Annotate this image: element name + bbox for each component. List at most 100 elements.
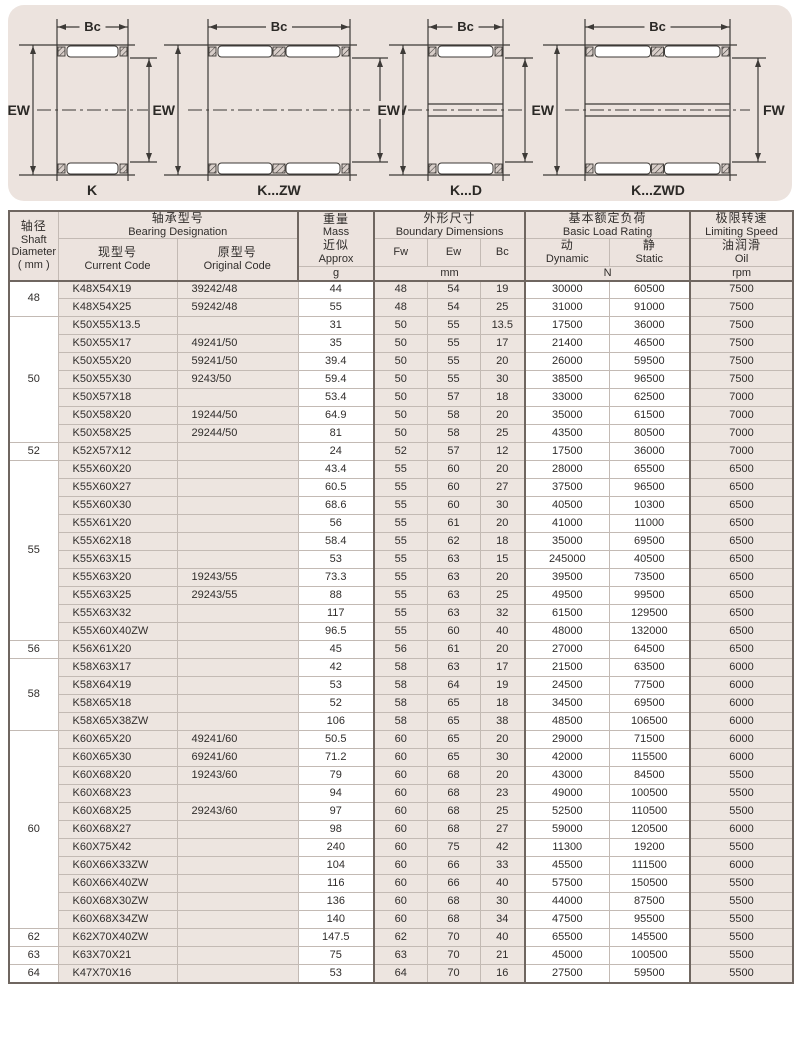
original-code-cell: [176, 676, 299, 696]
dynamic-load-cell: 48000: [524, 622, 610, 642]
original-code-cell: [176, 622, 299, 642]
original-code-cell: [176, 388, 299, 408]
shaft-diameter-value: 60: [8, 730, 59, 930]
shaft-diameter-value: 55: [8, 460, 59, 642]
fw-cell: 50: [373, 370, 428, 390]
mass-cell: 53: [297, 964, 375, 984]
current-code-cell: K55X60X30: [57, 496, 178, 516]
original-code-cell: 29244/50: [176, 424, 299, 444]
limiting-speed-cell: 7500: [689, 370, 795, 390]
ew-cell: 68: [426, 784, 481, 804]
current-code-cell: K55X60X27: [57, 478, 178, 498]
dynamic-load-cell: 17500: [524, 316, 610, 336]
original-code-cell: [176, 478, 299, 498]
current-code-cell: K60X68X34ZW: [57, 910, 178, 930]
header-limiting-speed-line: Limiting Speed: [705, 225, 778, 238]
dynamic-load-cell: 28000: [524, 460, 610, 480]
fw-cell: 60: [373, 784, 428, 804]
header-fw: Fw: [373, 238, 428, 267]
header-dynamic-line: Dynamic: [545, 253, 589, 266]
original-code-cell: [176, 910, 299, 930]
bc-cell: 30: [479, 496, 526, 516]
original-code-cell: [176, 856, 299, 876]
ew-cell: 64: [426, 676, 481, 696]
header-basic-load-rating-line: 基本额定负荷: [568, 211, 647, 225]
header-mass-approx-line: Approx: [318, 252, 354, 265]
ew-cell: 68: [426, 892, 481, 912]
dynamic-load-cell: 30000: [524, 280, 610, 300]
limiting-speed-cell: 7000: [689, 406, 795, 426]
static-load-cell: 132000: [608, 622, 691, 642]
limiting-speed-cell: 7500: [689, 280, 795, 300]
table-row: K55X60X30 68.6 55 60 30 40500 10300 6500: [9, 496, 795, 516]
bc-cell: 20: [479, 352, 526, 372]
limiting-speed-cell: 7000: [689, 388, 795, 408]
limiting-speed-cell: 6500: [689, 586, 795, 606]
header-original-code-line: Original Code: [203, 260, 271, 273]
table-row: K55X63X15 53 55 63 15 245000 40500 6500: [9, 550, 795, 570]
mass-cell: 240: [297, 838, 375, 858]
dynamic-load-cell: 29000: [524, 730, 610, 750]
header-boundary-dimensions: 外形尺寸 Boundary Dimensions: [373, 210, 526, 240]
bc-cell: 40: [479, 874, 526, 894]
current-code-cell: K63X70X21: [57, 946, 178, 966]
table-row: K60X75X42 240 60 75 42 11300 19200 5500: [9, 838, 795, 858]
shaft-diameter-value: 62: [8, 928, 59, 948]
bearing-type-label: K: [87, 182, 97, 198]
header-unit-rpm: rpm: [689, 265, 795, 282]
shaft-group-48: 48 K48X54X19 39242/48 44 48 54 19 30000 60500 750…: [8, 280, 795, 318]
fw-cell: 56: [373, 640, 428, 660]
table-row: K60X68X23 94 60 68 23 49000 100500 5500: [9, 784, 795, 804]
static-load-cell: 77500: [608, 676, 691, 696]
bc-cell: 32: [479, 604, 526, 624]
table-row: K60X68X25 29243/60 97 60 68 25 52500 110500 5500: [9, 802, 795, 822]
bc-cell: 16: [479, 964, 526, 984]
header-mass-approx-line: 近似: [323, 237, 350, 252]
header-bc-line: Bc: [495, 246, 509, 259]
table-row: K60X66X33ZW 104 60 66 33 45500 111500 6000: [9, 856, 795, 876]
fw-cell: 60: [373, 730, 428, 750]
fw-cell: 64: [373, 964, 428, 984]
static-load-cell: 120500: [608, 820, 691, 840]
current-code-cell: K50X55X17: [57, 334, 178, 354]
table-row: 56 K56X61X20 45 56 61 20 27000 64500 6500: [8, 640, 795, 660]
current-code-cell: K60X65X30: [57, 748, 178, 768]
mass-cell: 96.5: [297, 622, 375, 642]
header-bearing-designation: 轴承型号 Bearing Designation: [57, 210, 299, 240]
static-load-cell: 69500: [608, 694, 691, 714]
ew-cell: 63: [426, 568, 481, 588]
ew-cell: 63: [426, 658, 481, 678]
header-oil-line: Oil: [734, 253, 749, 266]
bc-cell: 40: [479, 622, 526, 642]
limiting-speed-cell: 6000: [689, 730, 795, 750]
table-row: K55X63X32 117 55 63 32 61500 129500 6500: [9, 604, 795, 624]
shaft-diameter-value: 50: [8, 316, 59, 444]
mass-cell: 79: [297, 766, 375, 786]
bc-cell: 27: [479, 478, 526, 498]
mass-cell: 60.5: [297, 478, 375, 498]
ew-cell: 63: [426, 550, 481, 570]
limiting-speed-cell: 6000: [689, 712, 795, 732]
fw-cell: 55: [373, 550, 428, 570]
fw-cell: 60: [373, 802, 428, 822]
ew-cell: 65: [426, 712, 481, 732]
dynamic-load-cell: 57500: [524, 874, 610, 894]
table-row: K58X64X19 53 58 64 19 24500 77500 6000: [9, 676, 795, 696]
fw-cell: 55: [373, 622, 428, 642]
bc-cell: 18: [479, 388, 526, 408]
shaft-diameter-value: 56: [8, 640, 59, 660]
fw-cell: 50: [373, 334, 428, 354]
header-unit-n: N: [524, 265, 691, 282]
static-load-cell: 69500: [608, 532, 691, 552]
ew-cell: 65: [426, 748, 481, 768]
bc-cell: 20: [479, 460, 526, 480]
header-shaft-diameter-line: Diameter: [11, 246, 57, 259]
header-fw-line: Fw: [393, 246, 409, 259]
limiting-speed-cell: 5500: [689, 838, 795, 858]
original-code-cell: [176, 874, 299, 894]
bc-cell: 20: [479, 766, 526, 786]
table-row: 52 K52X57X12 24 52 57 12 17500 36000 7000: [8, 442, 795, 462]
bc-cell: 33: [479, 856, 526, 876]
dynamic-load-cell: 26000: [524, 352, 610, 372]
